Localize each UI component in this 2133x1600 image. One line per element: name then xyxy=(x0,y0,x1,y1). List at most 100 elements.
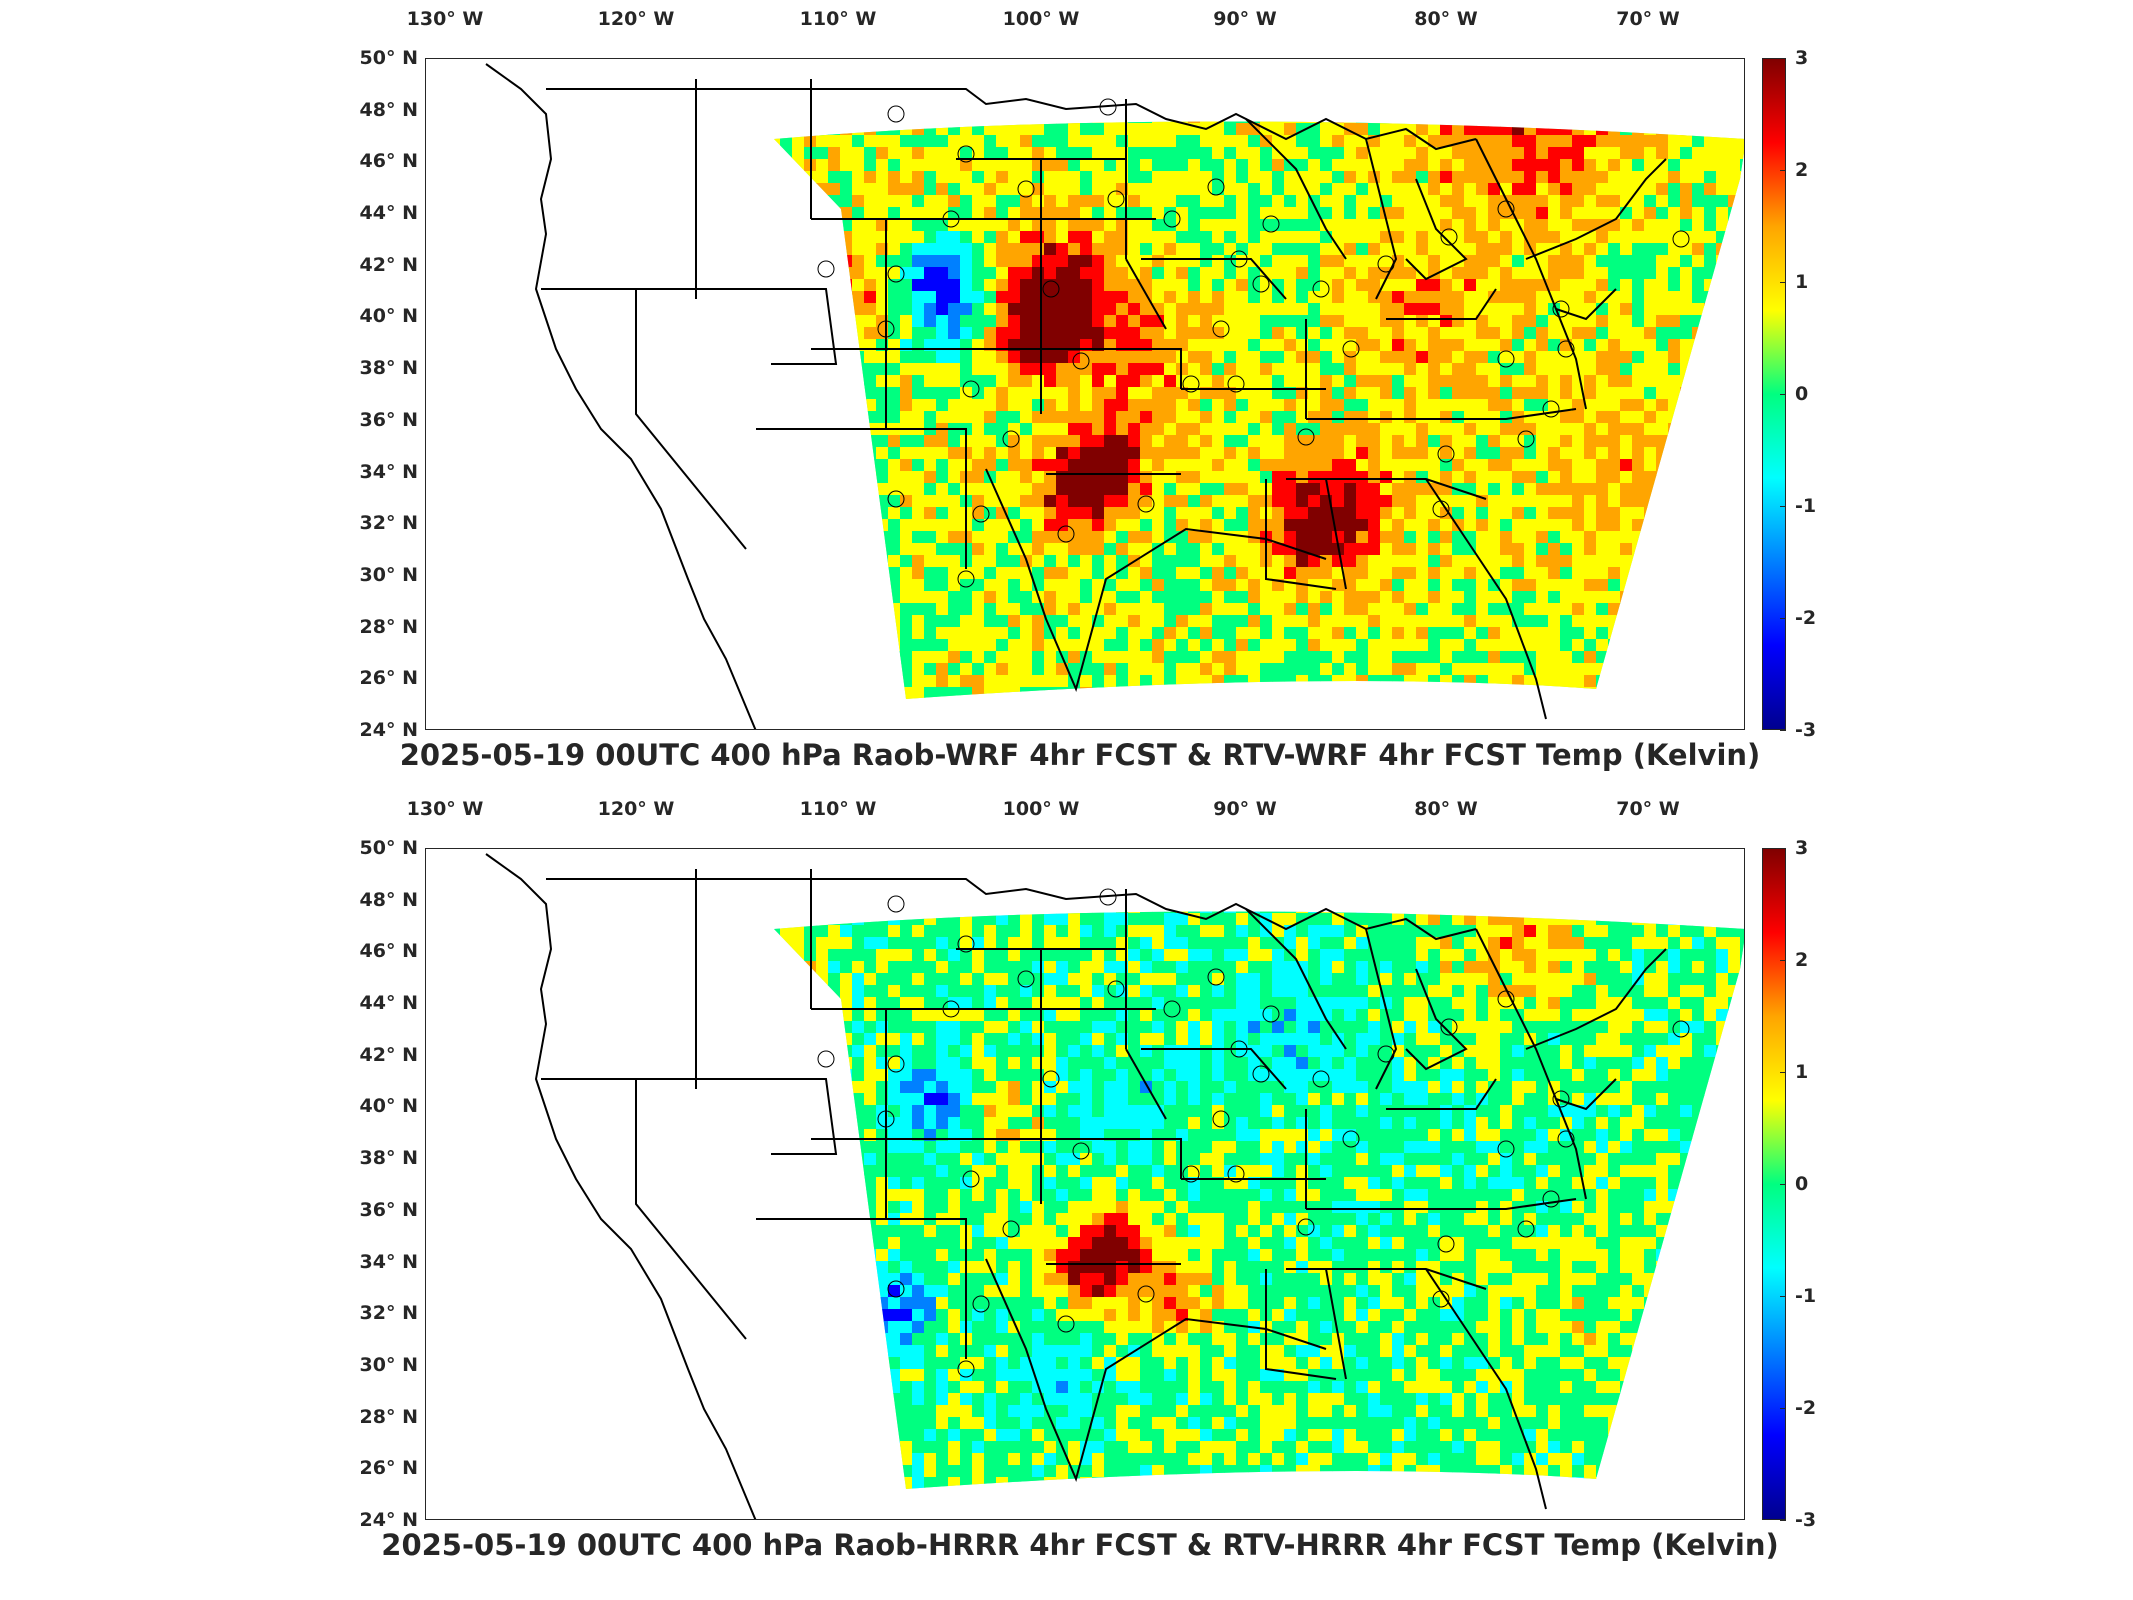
raob-station-marker xyxy=(1230,250,1248,268)
raob-station-marker xyxy=(1557,340,1575,358)
raob-station-marker xyxy=(1163,1000,1181,1018)
raob-station-marker xyxy=(1002,1220,1020,1238)
raob-station-marker xyxy=(1252,1065,1270,1083)
raob-station-marker xyxy=(1262,1005,1280,1023)
map-frame[interactable] xyxy=(425,58,1745,730)
state-border xyxy=(956,1138,1182,1179)
raob-station-marker xyxy=(1542,400,1560,418)
lat-tick-label: 30° N xyxy=(359,563,418,586)
lat-tick-label: 36° N xyxy=(359,408,418,431)
raob-station-marker xyxy=(1497,990,1515,1008)
raob-station-marker xyxy=(942,1000,960,1018)
raob-station-marker xyxy=(1437,445,1455,463)
colorbar-tick-mark xyxy=(1780,506,1786,507)
lon-tick-label: 130° W xyxy=(406,798,484,820)
state-border xyxy=(756,428,967,569)
raob-station-marker xyxy=(1207,178,1225,196)
raob-station-marker xyxy=(1297,1218,1315,1236)
raob-station-marker xyxy=(1227,375,1245,393)
lon-tick-label: 130° W xyxy=(406,8,484,30)
raob-station-marker xyxy=(1262,215,1280,233)
state-border xyxy=(1555,288,1617,321)
colorbar-tick-label: 2 xyxy=(1795,159,1809,181)
raob-station-marker xyxy=(1230,1040,1248,1058)
lat-tick-label: 40° N xyxy=(359,1095,418,1118)
lon-tick-label: 110° W xyxy=(799,8,877,30)
state-border xyxy=(1405,178,1468,281)
raob-station-marker xyxy=(957,570,975,588)
raob-station-marker xyxy=(1440,1018,1458,1036)
state-border xyxy=(1386,288,1497,320)
temperature-difference-map xyxy=(485,63,1744,729)
panel-wrf: 130° W 120° W 110° W 100° W 90° W 80° W 70° W 5… xyxy=(359,8,1817,772)
raob-station-marker xyxy=(1057,525,1075,543)
raob-station-marker xyxy=(962,1170,980,1188)
colorbar-tick-mark xyxy=(1780,1408,1786,1409)
lat-tick-label: 36° N xyxy=(359,1198,418,1221)
raob-station-marker xyxy=(1552,1090,1570,1108)
colorbar-tick-mark xyxy=(1780,848,1786,849)
state-border xyxy=(1365,138,1398,300)
lon-tick-label: 120° W xyxy=(597,8,675,30)
state-border xyxy=(1325,1268,1347,1380)
raob-station-marker xyxy=(887,265,905,283)
raob-station-marker xyxy=(1517,430,1535,448)
raob-station-marker xyxy=(1137,495,1155,513)
state-border xyxy=(635,1079,747,1340)
state-border xyxy=(1306,408,1577,420)
raob-station-marker xyxy=(817,1050,835,1068)
state-border xyxy=(956,348,1182,389)
colorbar-tick-label: -2 xyxy=(1795,1397,1817,1419)
raob-station-marker xyxy=(1672,1020,1690,1038)
raob-station-marker xyxy=(1672,230,1690,248)
lat-tick-label: 34° N xyxy=(359,460,418,483)
lat-tick-label: 30° N xyxy=(359,1353,418,1376)
colorbar-tick-mark xyxy=(1780,1184,1786,1185)
lat-tick-label: 42° N xyxy=(359,253,418,276)
state-border xyxy=(1475,138,1587,410)
lat-tick-label: 38° N xyxy=(359,1147,418,1170)
colorbar-tick-label: -2 xyxy=(1795,607,1817,629)
map-frame[interactable] xyxy=(425,848,1745,1520)
raob-station-marker xyxy=(887,1055,905,1073)
raob-station-marker xyxy=(1137,1285,1155,1303)
lat-tick-label: 48° N xyxy=(359,98,418,121)
lat-tick-label: 26° N xyxy=(359,667,418,690)
state-border xyxy=(985,1258,1327,1483)
raob-station-marker xyxy=(1497,1140,1515,1158)
raob-station-marker xyxy=(957,1360,975,1378)
raob-station-marker xyxy=(1377,1045,1395,1063)
raob-station-marker xyxy=(1432,500,1450,518)
raob-station-marker xyxy=(1042,280,1060,298)
lat-tick-label: 34° N xyxy=(359,1250,418,1273)
lat-tick-label: 32° N xyxy=(359,512,418,535)
colorbar-tick-label: 3 xyxy=(1795,47,1809,69)
lon-tick-label: 120° W xyxy=(597,798,675,820)
raob-station-marker xyxy=(877,1110,895,1128)
raob-station-marker xyxy=(1312,280,1330,298)
state-border xyxy=(1265,1269,1337,1380)
colorbar-tick-mark xyxy=(1780,1072,1786,1073)
colorbar-tick-mark xyxy=(1780,58,1786,59)
colorbar-tick-mark xyxy=(1780,282,1786,283)
raob-station-marker xyxy=(957,145,975,163)
state-border xyxy=(546,88,1477,151)
raob-station-marker xyxy=(1377,255,1395,273)
state-border xyxy=(546,878,1477,941)
state-border xyxy=(1245,118,1347,260)
lon-tick-label: 100° W xyxy=(1002,8,1080,30)
raob-station-marker xyxy=(1042,1070,1060,1088)
raob-station-marker xyxy=(1072,352,1090,370)
raob-station-marker xyxy=(1342,340,1360,358)
raob-station-marker xyxy=(877,320,895,338)
raob-station-marker xyxy=(1252,275,1270,293)
state-border xyxy=(1525,158,1667,260)
lat-tick-label: 42° N xyxy=(359,1043,418,1066)
colorbar-tick-mark xyxy=(1780,1296,1786,1297)
lat-tick-label: 44° N xyxy=(359,202,418,225)
panel-hrrr: 130° W 120° W 110° W 100° W 90° W 80° W 70° W 5… xyxy=(0,790,2133,1600)
raob-station-marker xyxy=(1207,968,1225,986)
state-border xyxy=(756,1218,967,1359)
raob-station-marker xyxy=(962,380,980,398)
colorbar-tick-label: -3 xyxy=(1795,719,1817,741)
